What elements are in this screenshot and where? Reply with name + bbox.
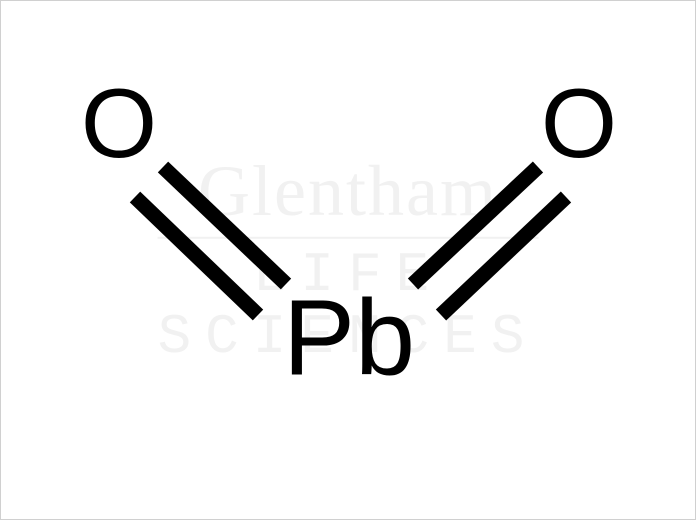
molecule-svg: O O Pb (1, 1, 696, 520)
bond-line (413, 167, 538, 284)
bond-line (135, 197, 258, 315)
atom-pb: Pb (283, 277, 415, 398)
atom-o-left: O (81, 68, 157, 178)
structure-canvas: Glentham LIFE SCIENCES O O Pb (0, 0, 696, 520)
bond-line (163, 167, 286, 284)
atom-o-right: O (541, 68, 617, 178)
bond-line (441, 197, 566, 315)
